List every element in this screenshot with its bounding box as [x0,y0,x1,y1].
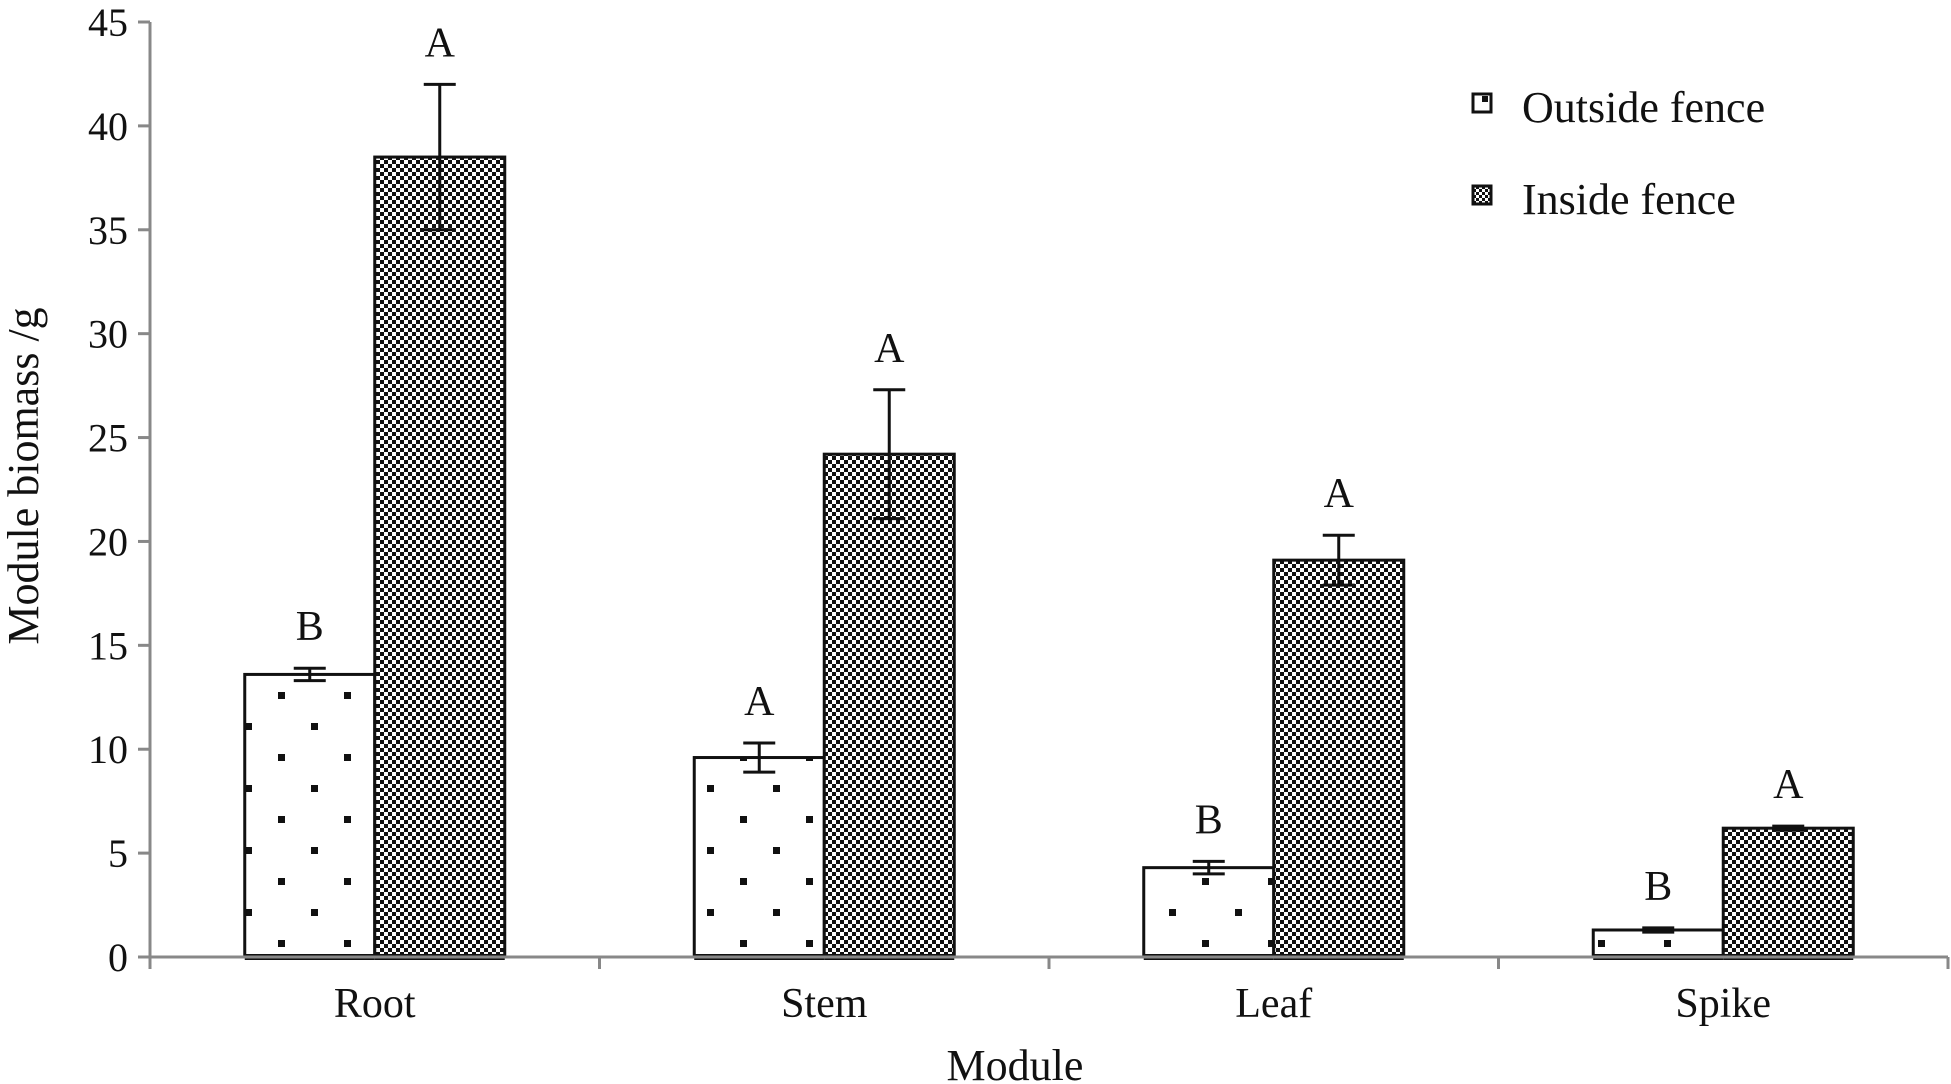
bar [1721,826,1855,959]
significance-label: A [425,20,456,66]
significance-label: A [1773,762,1804,808]
y-tick-label: 10 [88,727,128,772]
legend-label: Inside fence [1522,175,1736,224]
bar [822,452,956,959]
x-axis-title: Module [947,1041,1084,1084]
bar [1142,866,1276,959]
y-axis-title: Module biomass /g [0,307,48,644]
x-category-label: Stem [781,981,868,1027]
significance-label: B [296,604,324,650]
bar [1272,558,1406,959]
ticks-layer: 0 5 10 15 20 25 30 35 40 45 [88,0,1950,980]
bar [373,155,507,959]
significance-label: B [1195,797,1223,843]
bars-layer [243,155,1855,960]
y-tick-label: 5 [108,831,128,876]
legend-swatch [1471,184,1493,206]
legend-label: Outside fence [1522,83,1765,132]
x-category-label: Root [334,981,416,1027]
significance-label: A [874,326,905,372]
y-tick-label: 45 [88,0,128,45]
significance-label: B [1644,864,1672,910]
y-tick-label: 40 [88,104,128,149]
bar [1591,928,1725,959]
bar [243,672,377,959]
legend-item: Inside fence [1471,175,1736,224]
significance-label: A [744,679,775,725]
y-tick-label: 20 [88,519,128,564]
legend-item: Outside fence [1471,83,1765,132]
y-tick-label: 15 [88,623,128,668]
y-tick-label: 25 [88,416,128,461]
significance-label: A [1324,471,1355,517]
legend: Outside fence Inside fence [1471,83,1765,224]
bar [692,756,826,959]
error-bars-layer [293,82,1805,934]
labels-layer: Root Stem Leaf Spike B A B B A A A A [296,20,1804,1027]
x-category-label: Leaf [1235,981,1312,1027]
y-tick-label: 35 [88,208,128,253]
x-category-label: Spike [1675,981,1771,1027]
y-tick-label: 30 [88,312,128,357]
legend-swatch [1471,92,1493,114]
y-tick-label: 0 [108,935,128,980]
